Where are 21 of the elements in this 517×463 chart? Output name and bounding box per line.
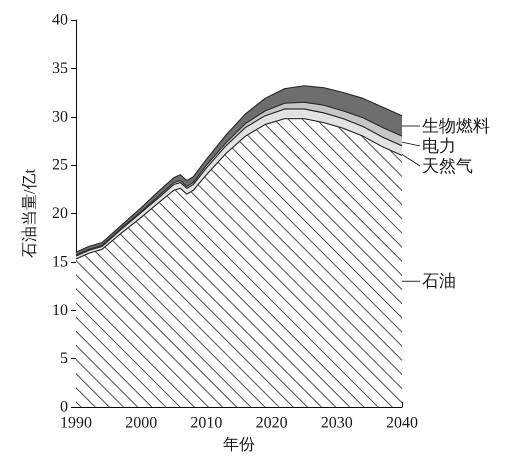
x-axis-title: 年份 <box>223 436 255 454</box>
y-axis-title: 石油当量/亿t <box>20 168 38 258</box>
x-tick-label: 1990 <box>60 414 92 432</box>
y-tick-label: 25 <box>52 156 68 174</box>
y-tick-label: 10 <box>52 302 68 319</box>
y-tick-label: 30 <box>52 108 68 126</box>
x-tick-label: 2010 <box>190 414 222 432</box>
x-tick-label: 2030 <box>320 414 353 432</box>
y-tick-label: 15 <box>52 253 68 270</box>
y-tick-label: 5 <box>60 350 68 368</box>
x-tick-label: 2040 <box>386 414 418 432</box>
legend-label: 电力 <box>422 136 456 156</box>
legend-label: 生物燃料 <box>422 116 490 136</box>
x-tick-label: 2000 <box>125 414 158 432</box>
legend-label: 天然气 <box>422 156 473 176</box>
y-tick-label: 35 <box>52 60 68 77</box>
legend-label: 石油 <box>422 272 456 291</box>
y-tick-label: 20 <box>52 205 68 222</box>
x-tick-label: 2020 <box>256 414 288 432</box>
y-tick-label: 0 <box>60 398 68 416</box>
y-tick-label: 40 <box>52 12 68 28</box>
